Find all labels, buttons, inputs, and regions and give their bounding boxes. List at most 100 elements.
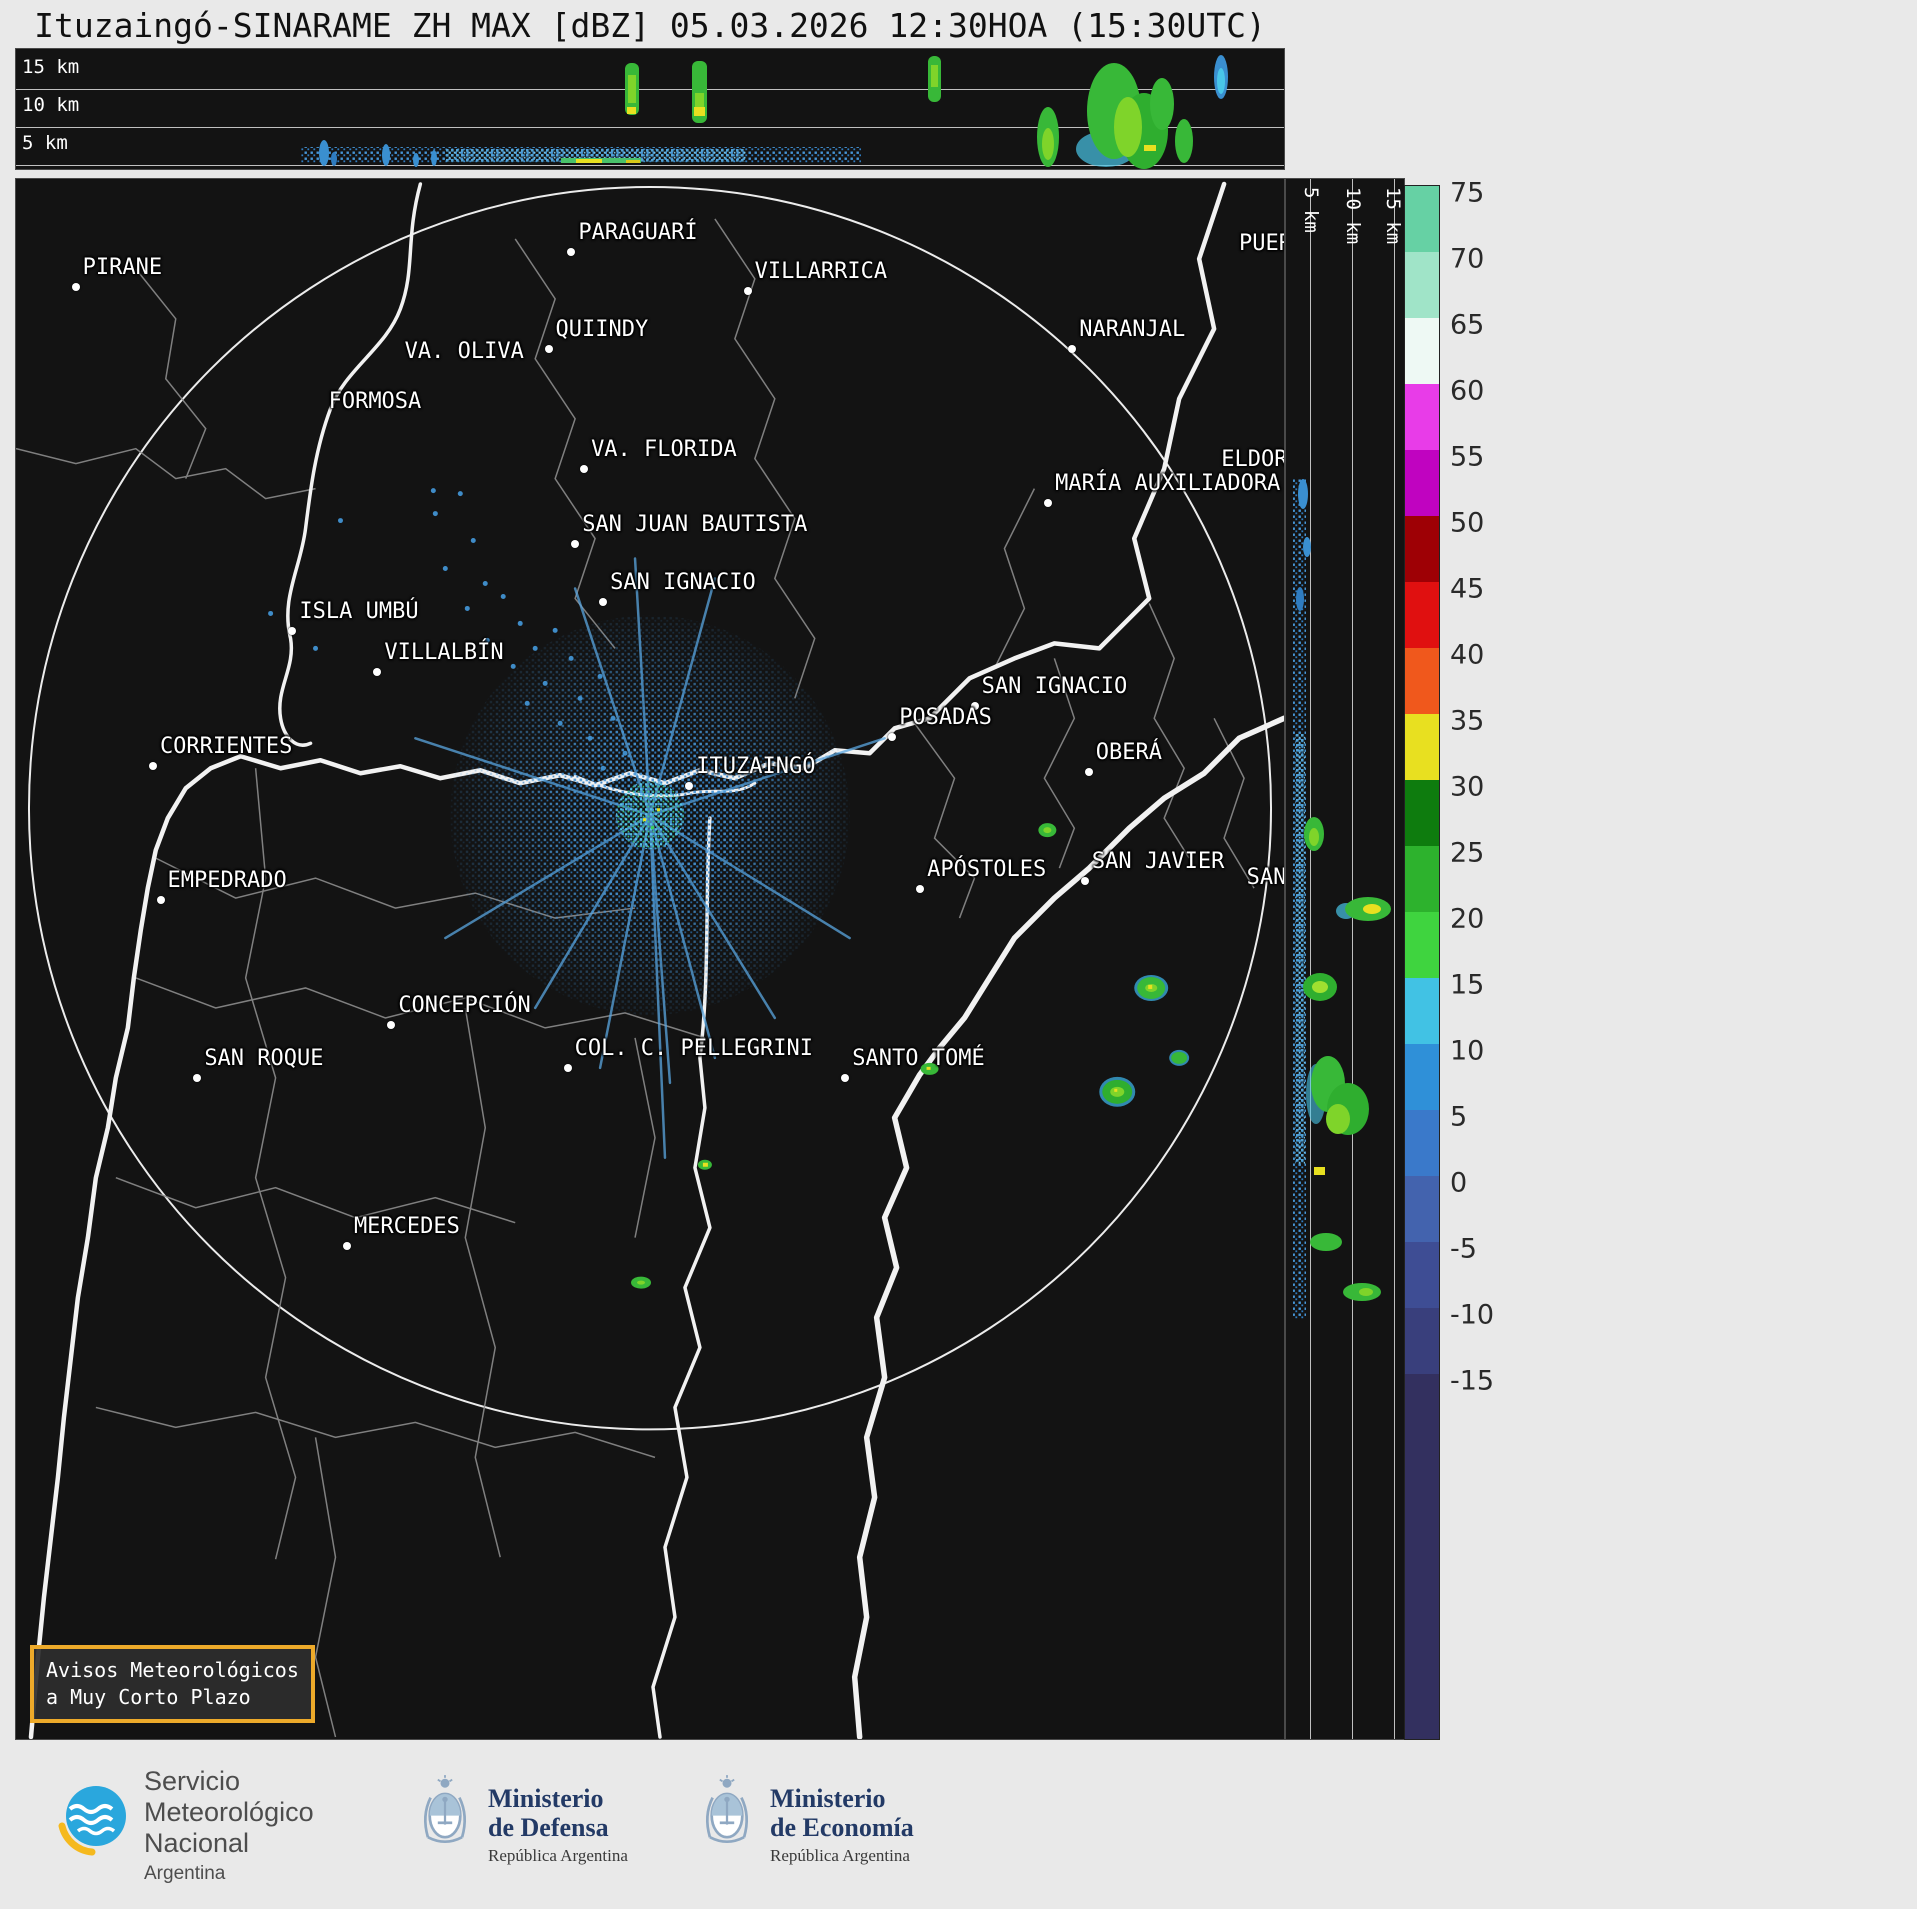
colorbar-segment	[1405, 450, 1439, 516]
city-dot	[544, 345, 553, 354]
city-label: OBERÁ	[1095, 739, 1162, 765]
colorbar-segment	[1405, 1044, 1439, 1110]
city-label: VILLARRICA	[754, 259, 888, 285]
defensa-line2: de Defensa	[488, 1813, 609, 1842]
admin-borders	[16, 218, 1255, 1738]
city-label: CONCEPCIÓN	[398, 992, 531, 1018]
city-label: PIRANE	[82, 254, 163, 280]
defensa-subtitle: República Argentina	[488, 1846, 628, 1865]
city-label: COL. C. PELLEGRINI	[574, 1036, 813, 1062]
colorbar-segment	[1405, 582, 1439, 648]
altitude-line-5km	[16, 165, 1284, 166]
defensa-logo-text: Ministerio de Defensa República Argentin…	[488, 1784, 628, 1866]
economia-subtitle: República Argentina	[770, 1846, 910, 1865]
colorbar-tick: 0	[1450, 1167, 1468, 1199]
city-label: MERCEDES	[353, 1214, 460, 1240]
city-dot	[599, 597, 608, 606]
city-label: QUIINDY	[555, 317, 649, 343]
city-dot	[1080, 877, 1089, 885]
colorbar-tick: 65	[1450, 309, 1485, 341]
top-panel-echoes	[301, 55, 1228, 169]
colorbar-tick: 30	[1450, 771, 1485, 803]
colorbar-tick: -5	[1450, 1233, 1477, 1265]
city-dot	[685, 781, 694, 790]
colorbar-extend	[1405, 1374, 1439, 1739]
altitude-vline-5km	[1310, 179, 1311, 1739]
altitude-label-5km: 5 km	[22, 132, 68, 154]
colorbar-tick: 70	[1450, 243, 1485, 275]
city-label: PUERTO	[1239, 231, 1284, 257]
echo-scatter-nw	[268, 488, 628, 771]
city-dot	[193, 1073, 202, 1082]
colorbar-tick: 35	[1450, 705, 1485, 737]
city-label: VA. OLIVA	[404, 338, 524, 364]
smn-line4: Argentina	[144, 1863, 226, 1884]
top-cross-section-panel: 15 km 10 km 5 km	[15, 48, 1285, 170]
city-dot	[1084, 767, 1093, 776]
city-dot	[916, 884, 925, 893]
footer: Servicio Meteorológico Nacional Argentin…	[0, 1740, 1917, 1909]
city-label: ELDORADO	[1221, 446, 1284, 472]
colorbar-labels: 75 70 65 60 55 50 45 40 35 30 25 20 15 10 5 0 -5 -10 -15	[1450, 178, 1540, 1750]
city-label: NARANJAL	[1079, 317, 1186, 343]
colorbar-segment	[1405, 1242, 1439, 1308]
city-label: SAN ROQUE	[204, 1045, 324, 1071]
colorbar-tick: -15	[1450, 1365, 1495, 1397]
smn-logo-icon	[58, 1786, 126, 1856]
colorbar-segment	[1405, 912, 1439, 978]
colorbar-segment	[1405, 648, 1439, 714]
smn-logo-text: Servicio Meteorológico Nacional Argentin…	[144, 1766, 314, 1885]
city-label: FORMOSA	[328, 388, 422, 414]
colorbar-tick: 5	[1450, 1101, 1468, 1133]
city-label: VA. FLORIDA	[591, 437, 737, 463]
city-dot	[888, 733, 897, 742]
city-dot	[156, 895, 165, 904]
city-dot	[571, 540, 580, 549]
colorbar-segment	[1405, 384, 1439, 450]
product-title: Ituzaingó-SINARAME ZH MAX [dBZ] 05.03.20…	[34, 6, 1266, 45]
colorbar-segment	[1405, 846, 1439, 912]
city-label: ITUZAINGÓ	[696, 753, 816, 779]
colorbar-segment	[1405, 978, 1439, 1044]
colorbar	[1404, 185, 1440, 1740]
economia-line1: Ministerio	[770, 1784, 886, 1813]
colorbar-segment	[1405, 186, 1439, 252]
economia-crest-icon	[705, 1775, 749, 1844]
city-dot	[71, 282, 80, 291]
altitude-label-10km: 10 km	[22, 94, 80, 116]
side-altitude-label-10km: 10 km	[1342, 187, 1364, 245]
colorbar-segment	[1405, 1308, 1439, 1374]
altitude-vline-15km	[1394, 179, 1395, 1739]
city-dot	[563, 1064, 572, 1073]
city-dot	[1068, 345, 1077, 354]
city-label: CORRIENTES	[159, 733, 293, 759]
colorbar-segment	[1405, 1176, 1439, 1242]
defensa-crest-icon	[423, 1775, 467, 1844]
city-label: SAN JAVIER	[1091, 849, 1225, 874]
range-ring	[27, 185, 1273, 1431]
altitude-label-15km: 15 km	[22, 56, 80, 78]
city-dot	[580, 465, 589, 474]
city-dot	[743, 287, 752, 296]
city-dot	[148, 761, 157, 770]
colorbar-segment	[1405, 252, 1439, 318]
altitude-line-10km	[16, 127, 1284, 128]
city-label: VILLALBÍN	[384, 639, 504, 665]
colorbar-tick: 10	[1450, 1035, 1485, 1067]
altitude-line-15km	[16, 89, 1284, 90]
city-markers-layer: PIRANE PARAGUARÍ VILLARRICA QUIINDY VA. OLIV…	[16, 179, 1284, 1739]
colorbar-tick: 40	[1450, 639, 1485, 671]
warning-line1: Avisos Meteorológicos	[46, 1658, 299, 1682]
city-label: SAN	[1246, 864, 1285, 890]
city-dot	[970, 702, 979, 711]
city-dot	[342, 1242, 351, 1251]
city-label: ISLA UMBÚ	[299, 599, 419, 625]
city-label: MARÍA AUXILIADORA	[1055, 471, 1281, 497]
smn-line2: Meteorológico	[144, 1797, 314, 1827]
smn-line3: Nacional	[144, 1828, 250, 1858]
colorbar-tick: 55	[1450, 441, 1485, 473]
colorbar-tick: 50	[1450, 507, 1485, 539]
defensa-line1: Ministerio	[488, 1784, 604, 1813]
side-altitude-label-15km: 15 km	[1382, 187, 1404, 245]
colorbar-tick: 75	[1450, 177, 1485, 209]
